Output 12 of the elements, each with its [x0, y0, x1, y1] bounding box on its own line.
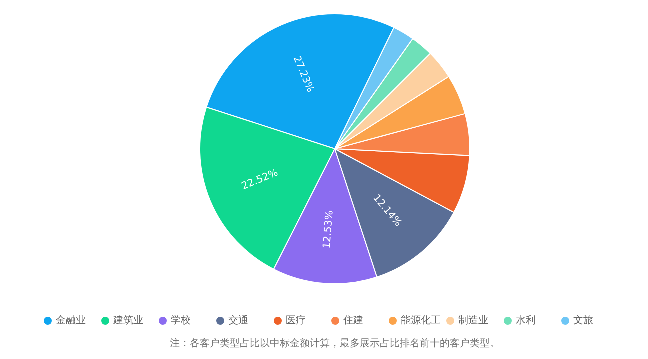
legend-label: 水利: [516, 314, 536, 326]
data-label: 12.53%: [322, 210, 336, 250]
legend-label: 制造业: [458, 314, 488, 326]
legend-label: 医疗: [286, 314, 306, 326]
legend-label: 文旅: [574, 314, 594, 326]
legend-label: 金融业: [56, 314, 86, 326]
legend-label: 能源化工: [401, 314, 441, 326]
text: 注：各客户类型占比以中标金额计算，最多展示占比排名前十的客户类型。: [170, 338, 500, 350]
legend-label: 建筑业: [112, 314, 144, 326]
legend-label: 学校: [171, 314, 191, 326]
legend-label: 住建: [344, 314, 364, 326]
legend-label: 交通: [228, 314, 248, 326]
